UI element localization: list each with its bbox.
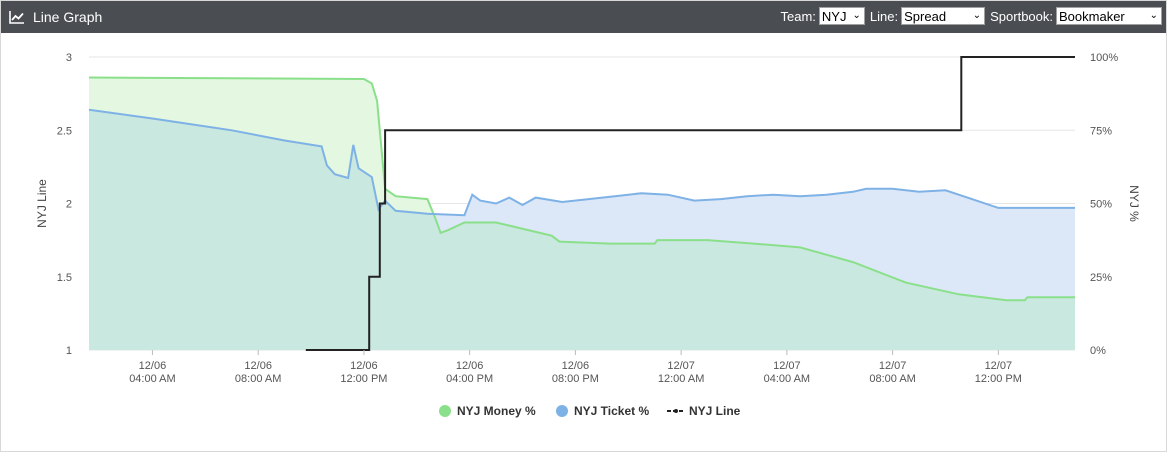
chevron-down-icon: ⌄ [852, 10, 861, 21]
x-tick-label-date: 12/06 [456, 360, 484, 372]
sportbook-select[interactable]: Bookmaker ⌄ [1056, 7, 1162, 25]
y-right-tick-label: 25% [1090, 272, 1112, 284]
team-select[interactable]: NYJ ⌄ [818, 7, 865, 25]
line-chart: 1 1.5 2 2.5 3 0% 25% 50% 75% 100% NYJ Line NYJ % 12/… [35, 52, 1141, 418]
legend-marker-money [439, 405, 451, 417]
line-chart-icon [9, 11, 24, 24]
x-tick-label-date: 12/06 [244, 360, 272, 372]
x-tick-label-time: 08:00 AM [235, 373, 281, 385]
chevron-down-icon: ⌄ [1149, 10, 1158, 21]
team-label: Team: [780, 8, 816, 24]
series-line-nyj-line [305, 56, 1075, 351]
y-left-tick-label: 3 [66, 52, 72, 64]
x-tick-label-time: 04:00 PM [446, 373, 493, 385]
legend-label-money: NYJ Money % [457, 404, 536, 418]
series-line-money [88, 76, 1075, 302]
x-tick-label-date: 12/07 [667, 360, 695, 372]
line-select-value: Spread [904, 8, 947, 24]
x-tick-label-time: 08:00 PM [552, 373, 599, 385]
sportbook-select-value: Bookmaker [1059, 8, 1125, 24]
legend-marker-ticket [556, 405, 568, 417]
title-wrap: Line Graph [9, 1, 102, 33]
x-tick-label-date: 12/06 [562, 360, 590, 372]
y-left-tick-label: 2 [66, 199, 72, 211]
y-left-tick-label: 2.5 [57, 125, 72, 137]
x-tick-label-time: 08:00 AM [869, 373, 915, 385]
x-tick-label-time: 12:00 AM [658, 373, 704, 385]
x-tick-label-date: 12/07 [985, 360, 1013, 372]
y-right-tick-label: 50% [1090, 199, 1112, 211]
sportbook-label: Sportbook: [990, 8, 1053, 24]
panel-title: Line Graph [33, 9, 103, 25]
x-tick-label-date: 12/06 [139, 360, 167, 372]
x-tick-label-time: 12:00 PM [975, 373, 1022, 385]
x-tick-label-time: 12:00 PM [340, 373, 387, 385]
panel-header: Line Graph Team: NYJ ⌄ Line: Spread ⌄ Sp… [1, 1, 1166, 33]
x-tick-label-date: 12/06 [350, 360, 378, 372]
y-right-tick-label: 75% [1090, 125, 1112, 137]
team-select-value: NYJ [821, 8, 847, 24]
x-tick-label-date: 12/07 [879, 360, 907, 372]
legend-marker-line-dot [674, 409, 678, 413]
y-right-tick-label: 100% [1090, 52, 1118, 64]
y-left-tick-label: 1 [66, 345, 72, 357]
line-label: Line: [869, 8, 899, 24]
legend-label-ticket: NYJ Ticket % [574, 404, 649, 418]
series-line-ticket [88, 108, 1075, 217]
y-left-tick-label: 1.5 [57, 272, 72, 284]
y-right-tick-label: 0% [1090, 345, 1106, 357]
x-tick-label-time: 04:00 AM [764, 373, 810, 385]
x-tick-label-time: 04:00 AM [129, 373, 175, 385]
line-select[interactable]: Spread ⌄ [901, 7, 986, 25]
header-controls: Team: NYJ ⌄ Line: Spread ⌄ Sportbook: Bo… [781, 7, 1162, 25]
chevron-down-icon: ⌄ [972, 10, 982, 21]
x-tick-label-date: 12/07 [773, 360, 801, 372]
legend-label-line: NYJ Line [689, 404, 741, 418]
y-left-axis-label: NYJ Line [35, 179, 49, 228]
y-right-axis-label: NYJ % [1127, 185, 1141, 222]
